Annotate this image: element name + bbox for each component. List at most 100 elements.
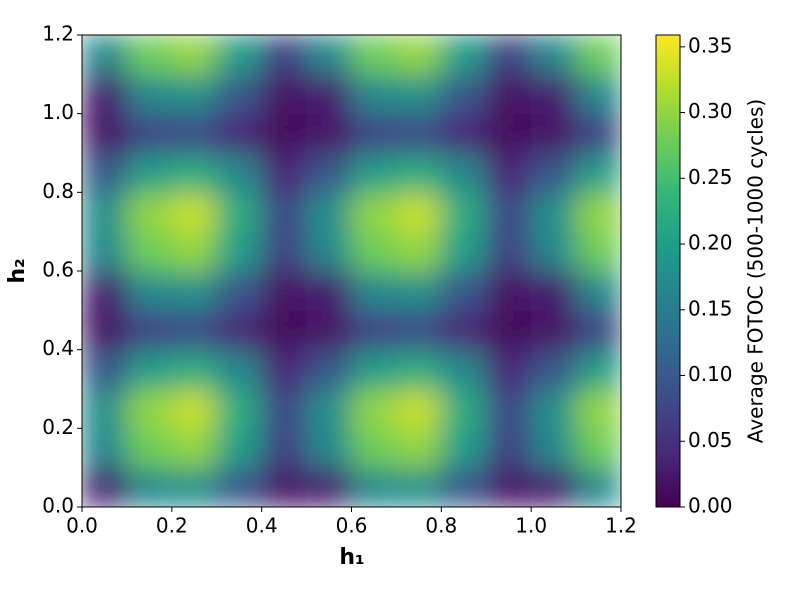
heatmap-cell [82, 349, 128, 390]
heatmap-cell [395, 349, 442, 390]
heatmap-cell [395, 427, 442, 469]
heatmap-cell [530, 349, 577, 390]
heatmap-cell [171, 309, 218, 351]
heatmap-cell [530, 388, 577, 429]
heatmap-cell [395, 35, 442, 75]
heatmap-cell [530, 231, 577, 272]
heatmap-cell [261, 270, 308, 311]
colorbar-tick-label: 0.05 [688, 428, 733, 452]
heatmap-cell [440, 35, 487, 75]
heatmap-cell [485, 191, 532, 233]
heatmap-cell [575, 388, 621, 429]
heatmap-cell [395, 73, 442, 115]
heatmap-cell [82, 113, 128, 154]
heatmap-cell [216, 427, 263, 469]
heatmap-cell [82, 270, 128, 311]
heatmap-cell [171, 152, 218, 193]
heatmap-cell [171, 467, 218, 507]
colorbar-tick-label: 0.20 [688, 231, 733, 255]
heatmap-cell [261, 231, 308, 272]
heatmap-cell [82, 152, 128, 193]
y-tick-label: 0.4 [42, 336, 74, 360]
heatmap-cell [261, 35, 308, 75]
heatmap-cell [530, 467, 577, 507]
heatmap-cell [575, 35, 621, 75]
heatmap-cell [82, 191, 128, 233]
heatmap-cell [485, 270, 532, 311]
heatmap-cell [171, 270, 218, 311]
heatmap-cell [306, 349, 352, 390]
heatmap-cell [306, 191, 352, 233]
heatmap-cell [261, 113, 308, 154]
heatmap-cell [306, 270, 352, 311]
heatmap-cell [171, 35, 218, 75]
heatmap-cell [395, 152, 442, 193]
heatmap-cell [485, 35, 532, 75]
heatmap-cell [440, 231, 487, 272]
heatmap-cell [351, 270, 397, 311]
heatmap-cell [575, 231, 621, 272]
heatmap-cell [216, 191, 263, 233]
heatmap-cell [351, 427, 397, 469]
heatmap-cell [395, 113, 442, 154]
heatmap-cell [126, 427, 173, 469]
heatmap-cell [306, 467, 352, 507]
heatmap-cell [171, 73, 218, 115]
heatmap-cell [306, 427, 352, 469]
plot-area [82, 35, 621, 507]
heatmap [82, 35, 621, 507]
heatmap-cell [126, 388, 173, 429]
heatmap-cell [351, 231, 397, 272]
heatmap-cell [351, 191, 397, 233]
heatmap-cell [440, 388, 487, 429]
heatmap-cell [82, 427, 128, 469]
heatmap-cell [306, 73, 352, 115]
heatmap-cell [485, 113, 532, 154]
x-tick-label: 0.0 [66, 514, 98, 538]
x-axis-label: h₁ [339, 545, 364, 570]
heatmap-cell [440, 309, 487, 351]
heatmap-cell [440, 349, 487, 390]
heatmap-cell [126, 73, 173, 115]
heatmap-cell [82, 388, 128, 429]
heatmap-cell [261, 388, 308, 429]
heatmap-cell [440, 73, 487, 115]
heatmap-cell [171, 349, 218, 390]
heatmap-cell [261, 467, 308, 507]
heatmap-cell [440, 467, 487, 507]
heatmap-cell [82, 35, 128, 75]
heatmap-cell [575, 309, 621, 351]
heatmap-cell [575, 152, 621, 193]
heatmap-cell [171, 191, 218, 233]
heatmap-cell [575, 467, 621, 507]
heatmap-cell [216, 467, 263, 507]
heatmap-cell [216, 73, 263, 115]
y-tick-label: 0.6 [42, 258, 74, 282]
heatmap-cell [575, 427, 621, 469]
heatmap-cell [216, 35, 263, 75]
colorbar-tick-label: 0.00 [688, 494, 733, 518]
heatmap-cell [575, 191, 621, 233]
heatmap-cell [351, 73, 397, 115]
heatmap-cell [171, 231, 218, 272]
x-tick-label: 0.8 [425, 514, 457, 538]
heatmap-cell [575, 270, 621, 311]
heatmap-cell [126, 231, 173, 272]
heatmap-cell [82, 309, 128, 351]
y-tick-label: 0.0 [42, 494, 74, 518]
heatmap-cell [485, 427, 532, 469]
heatmap-cell [485, 73, 532, 115]
heatmap-cell [530, 113, 577, 154]
heatmap-cell [395, 388, 442, 429]
heatmap-cell [530, 35, 577, 75]
heatmap-cell [351, 467, 397, 507]
heatmap-cell [440, 191, 487, 233]
heatmap-cell [351, 152, 397, 193]
heatmap-cell [82, 231, 128, 272]
x-tick-label: 0.6 [336, 514, 368, 538]
heatmap-cell [216, 388, 263, 429]
heatmap-cell [306, 113, 352, 154]
heatmap-cell [530, 191, 577, 233]
heatmap-cell [530, 270, 577, 311]
y-tick-label: 0.8 [42, 179, 74, 203]
